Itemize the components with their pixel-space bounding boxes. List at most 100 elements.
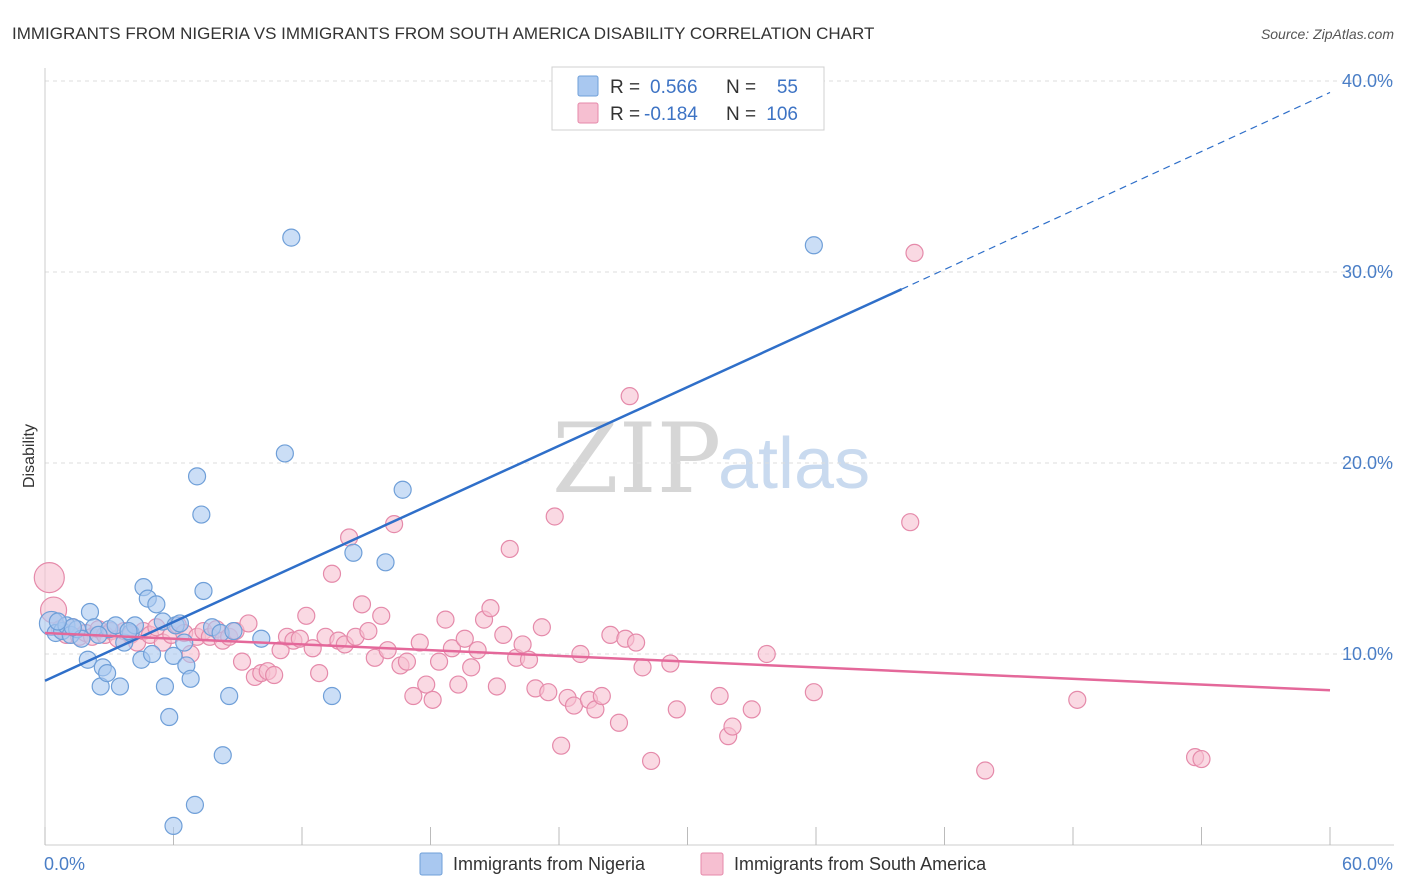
south-america-point [901, 513, 920, 532]
legend-swatch-south-america [577, 102, 599, 124]
nigeria-point [110, 677, 130, 696]
nigeria-point [194, 581, 213, 601]
south-america-point [378, 641, 397, 660]
y-tick-label: 40.0% [1342, 71, 1393, 91]
south-america-point [545, 507, 564, 526]
points-layer [33, 228, 1211, 836]
south-america-point [532, 618, 551, 637]
legend-r-value-nigeria: 0.566 [650, 77, 698, 98]
south-america-point [352, 595, 372, 614]
south-america-point [449, 675, 468, 694]
legend-n-label-nigeria: N = [726, 77, 756, 98]
south-america-point [539, 683, 558, 702]
source-label: Source: ZipAtlas.com [1261, 26, 1394, 42]
nigeria-point [164, 646, 183, 666]
nigeria-point [804, 236, 823, 255]
nigeria-point [80, 602, 100, 622]
nigeria-point [187, 467, 207, 486]
south-america-point [417, 675, 436, 694]
nigeria-point [344, 543, 363, 562]
south-america-point [33, 561, 65, 594]
south-america-point [404, 686, 423, 706]
stats-legend: R = 0.566 N = 55 R = -0.184 N = 106 [551, 66, 825, 131]
nigeria-point [155, 677, 175, 696]
legend-n-value-nigeria: 55 [777, 77, 798, 98]
legend-n-label-south-america: N = [726, 104, 756, 125]
series-legend-swatch-south-america [700, 852, 724, 876]
nigeria-point [98, 663, 117, 683]
south-america-point [455, 629, 474, 648]
legend-r-label-nigeria: R = [610, 77, 640, 98]
x-tick-label: 0.0% [44, 854, 85, 874]
watermark-zip: ZIP [552, 403, 721, 515]
nigeria-point [160, 707, 179, 727]
south-america-point [423, 690, 442, 709]
nigeria-point [185, 795, 205, 814]
south-america-point [513, 635, 532, 654]
south-america-point [436, 610, 455, 629]
south-america-point [905, 243, 924, 262]
south-america-point [601, 625, 620, 645]
watermark-atlas: atlas [718, 424, 870, 504]
south-america-point [487, 677, 506, 696]
nigeria-point [224, 621, 243, 641]
chart-title: IMMIGRANTS FROM NIGERIA VS IMMIGRANTS FR… [12, 24, 874, 43]
nigeria-point [252, 629, 271, 648]
x-tick-label: 60.0% [1342, 854, 1393, 874]
south-america-point [462, 658, 481, 677]
south-america-point [429, 652, 449, 671]
south-america-point [552, 736, 571, 755]
nigeria-point [275, 444, 294, 463]
south-america-point [641, 751, 661, 771]
south-america-point [571, 644, 590, 664]
y-tick-label: 20.0% [1342, 453, 1393, 473]
trend-layer [44, 91, 1331, 692]
south-america-point [232, 652, 252, 671]
south-america-point [322, 564, 342, 583]
legend-r-value-south-america: -0.184 [644, 104, 698, 125]
south-america-point [468, 641, 487, 660]
south-america-point [410, 633, 429, 652]
legend-swatch-nigeria [577, 75, 599, 97]
south-america-point [359, 621, 378, 641]
south-america-point [310, 663, 329, 683]
legend-r-label-south-america: R = [610, 104, 640, 125]
south-america-point [239, 614, 258, 633]
nigeria-point [142, 644, 162, 664]
south-america-point [804, 683, 823, 702]
series-legend: Immigrants from Nigeria Immigrants from … [419, 852, 987, 876]
nigeria-point [175, 633, 194, 652]
south-america-point [397, 652, 417, 671]
south-america-point [976, 761, 995, 780]
south-america-point [265, 665, 284, 685]
nigeria-trend-extension [901, 91, 1331, 290]
series-legend-swatch-nigeria [419, 852, 443, 876]
nigeria-point [220, 686, 239, 706]
series-legend-label-nigeria: Immigrants from Nigeria [453, 854, 646, 874]
nigeria-point [393, 480, 412, 499]
south-america-point [500, 539, 519, 559]
south-america-point [757, 644, 776, 664]
series-legend-label-south-america: Immigrants from South America [734, 854, 987, 874]
south-america-point [667, 700, 686, 719]
nigeria-trend-line [44, 288, 903, 682]
south-america-point [633, 658, 652, 677]
nigeria-point [181, 669, 200, 688]
nigeria-point [48, 612, 67, 631]
south-america-point [661, 654, 680, 673]
south-america-point [626, 633, 646, 652]
nigeria-point [322, 686, 342, 706]
south-america-point [710, 686, 729, 706]
y-tick-label: 30.0% [1342, 262, 1393, 282]
y-axis-label: Disability [21, 424, 38, 488]
south-america-point [592, 686, 611, 706]
south-america-point [723, 717, 742, 736]
south-america-point [297, 606, 316, 625]
legend-n-value-south-america: 106 [766, 104, 798, 125]
nigeria-point [164, 816, 183, 836]
south-america-point [481, 599, 500, 618]
nigeria-point [376, 553, 395, 572]
south-america-point [742, 700, 761, 719]
south-america-point [1068, 690, 1087, 709]
